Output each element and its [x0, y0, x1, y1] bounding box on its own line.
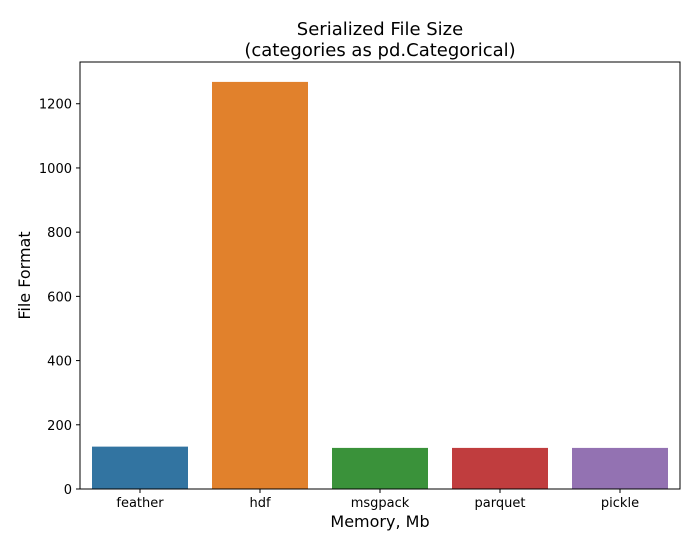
- y-tick-label: 1000: [39, 162, 72, 177]
- chart-subtitle: (categories as pd.Categorical): [244, 40, 515, 61]
- plot-frame: [79, 61, 681, 490]
- x-tick-label: feather: [116, 496, 164, 511]
- y-tick-label: 800: [47, 226, 72, 241]
- bar-msgpack: [332, 447, 428, 489]
- bar-parquet: [452, 447, 548, 489]
- y-axis-label: File Format: [15, 231, 34, 319]
- y-axis-ticks: 0 200 400 600 800 1000 1200: [39, 98, 80, 498]
- x-axis-ticks: feather hdf msgpack parquet pickle: [116, 489, 639, 511]
- chart-title-group: Serialized File Size (categories as pd.C…: [244, 19, 515, 61]
- x-tick-label: hdf: [249, 496, 270, 511]
- bar-pickle: [572, 447, 668, 489]
- y-tick-label: 1200: [39, 98, 72, 113]
- x-tick-label: pickle: [601, 496, 639, 511]
- bar-feather: [92, 446, 188, 489]
- x-tick-label: parquet: [475, 496, 526, 511]
- y-tick-label: 400: [47, 355, 72, 370]
- x-axis-label: Memory, Mb: [330, 512, 429, 531]
- y-tick-label: 600: [47, 290, 72, 305]
- chart-title: Serialized File Size: [297, 19, 463, 40]
- bar-hdf: [212, 81, 308, 489]
- x-tick-label: msgpack: [351, 496, 410, 511]
- y-tick-label: 200: [47, 419, 72, 434]
- y-tick-label: 0: [64, 483, 72, 498]
- bars-group: [92, 81, 668, 489]
